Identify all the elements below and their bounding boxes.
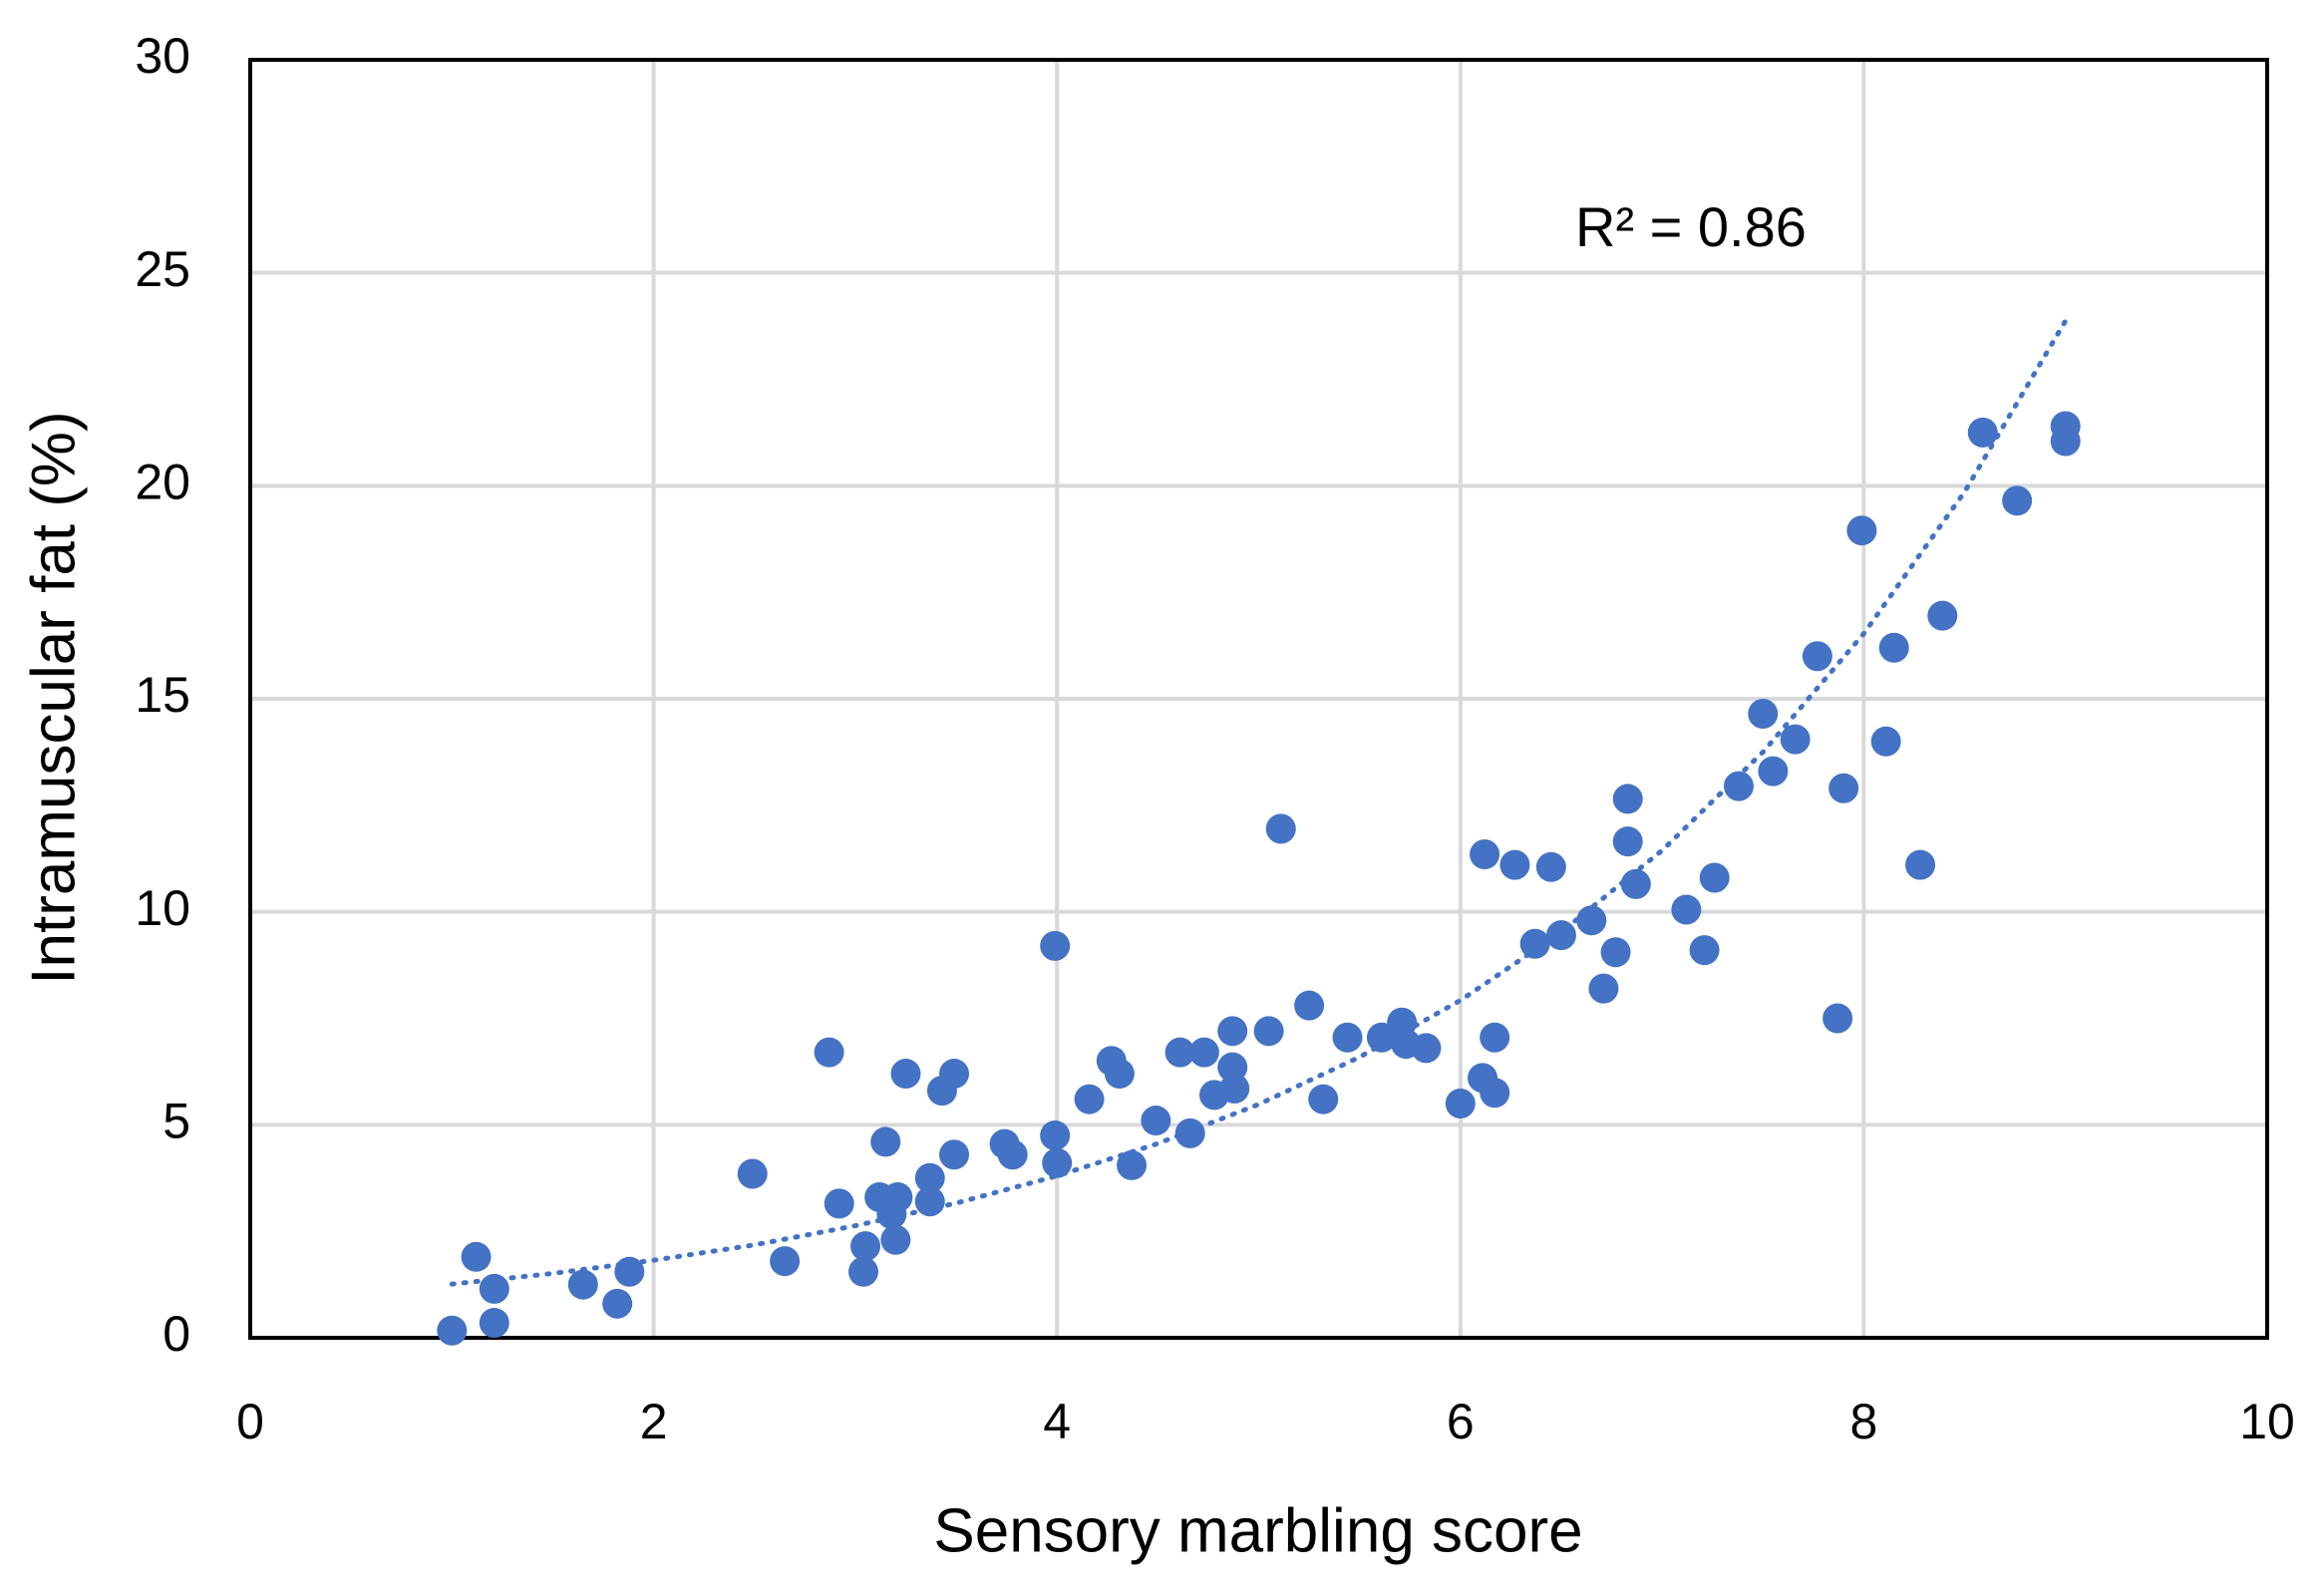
scatter-point bbox=[850, 1231, 881, 1262]
scatter-point bbox=[1074, 1084, 1105, 1114]
scatter-point bbox=[479, 1308, 509, 1339]
scatter-point bbox=[770, 1246, 801, 1277]
scatter-point bbox=[1253, 1016, 1284, 1047]
scatter-point bbox=[1927, 600, 1958, 631]
scatter-point bbox=[1445, 1088, 1476, 1118]
scatter-point bbox=[1689, 935, 1720, 966]
scatter-point bbox=[1188, 1037, 1219, 1068]
scatter-point bbox=[1612, 826, 1643, 857]
scatter-point bbox=[870, 1126, 901, 1157]
scatter-point bbox=[737, 1158, 768, 1189]
scatter-point bbox=[824, 1188, 854, 1219]
plot-border bbox=[248, 58, 2269, 1340]
scatter-point bbox=[1723, 771, 1754, 801]
scatter-point bbox=[1878, 632, 1909, 663]
scatter-point bbox=[1545, 920, 1576, 951]
scatter-point bbox=[1846, 515, 1877, 546]
scatter-point bbox=[914, 1162, 945, 1193]
scatter-point bbox=[880, 1224, 911, 1255]
scatter-point bbox=[847, 1256, 878, 1287]
scatter-point bbox=[614, 1256, 645, 1287]
x-tick-label: 8 bbox=[1849, 1394, 1877, 1449]
scatter-point bbox=[1576, 905, 1607, 936]
scatter-point bbox=[1040, 930, 1071, 961]
scatter-point bbox=[1174, 1117, 1205, 1148]
scatter-point bbox=[567, 1269, 598, 1300]
x-tick-label: 2 bbox=[640, 1394, 668, 1449]
scatter-point bbox=[1217, 1016, 1248, 1047]
scatter-point bbox=[1620, 868, 1651, 899]
trendline bbox=[449, 318, 2069, 1287]
scatter-point bbox=[1823, 1003, 1853, 1034]
scatter-point bbox=[1480, 1078, 1510, 1109]
scatter-point bbox=[939, 1139, 970, 1170]
y-axis-title: Intramuscular fat (%) bbox=[19, 411, 88, 984]
x-tick-label: 6 bbox=[1447, 1394, 1475, 1449]
scatter-point bbox=[479, 1273, 509, 1304]
scatter-point bbox=[2002, 485, 2033, 516]
scatter-point bbox=[1780, 724, 1811, 755]
scatter-point bbox=[1828, 773, 1859, 803]
scatter-point bbox=[1967, 417, 1998, 448]
scatter-point bbox=[1411, 1033, 1442, 1064]
y-tick-label: 20 bbox=[135, 455, 190, 510]
scatter-point bbox=[1905, 849, 1936, 880]
scatter-point bbox=[1332, 1022, 1363, 1053]
scatter-point bbox=[1104, 1059, 1135, 1090]
r-squared-annotation: R² = 0.86 bbox=[1575, 195, 1807, 258]
x-tick-label: 0 bbox=[236, 1394, 264, 1449]
x-tick-label: 10 bbox=[2239, 1394, 2295, 1449]
scatter-point bbox=[1040, 1120, 1071, 1151]
scatter-point bbox=[1671, 894, 1702, 925]
scatter-point bbox=[1117, 1149, 1148, 1180]
scatter-point bbox=[1600, 937, 1631, 968]
y-tick-label: 0 bbox=[163, 1306, 190, 1362]
scatter-point bbox=[914, 1186, 945, 1217]
scatter-point bbox=[1588, 973, 1619, 1004]
scatter-point bbox=[461, 1241, 492, 1272]
scatter-point bbox=[1870, 726, 1901, 757]
y-tick-label: 30 bbox=[135, 28, 190, 84]
scatter-point bbox=[882, 1181, 913, 1212]
scatter-point bbox=[1802, 641, 1832, 672]
x-axis-title: Sensory marbling score bbox=[933, 1496, 1582, 1565]
scatter-point bbox=[1699, 862, 1730, 893]
scatter-point bbox=[1164, 1037, 1195, 1068]
y-tick-label: 10 bbox=[135, 880, 190, 936]
scatter-point bbox=[1265, 813, 1296, 844]
scatter-point bbox=[1042, 1147, 1073, 1178]
scatter-point bbox=[437, 1315, 468, 1346]
y-tick-label: 25 bbox=[135, 241, 190, 297]
scatter-point bbox=[1480, 1022, 1510, 1053]
scatter-point bbox=[1519, 928, 1550, 959]
scatter-point bbox=[1499, 849, 1530, 880]
scatter-point bbox=[1535, 851, 1566, 882]
scatter-point bbox=[2050, 426, 2081, 457]
scatter-point bbox=[1294, 990, 1325, 1021]
scatter-point bbox=[1612, 784, 1643, 814]
scatter-point bbox=[1758, 756, 1789, 787]
scatter-point bbox=[1748, 698, 1779, 729]
y-tick-label: 5 bbox=[163, 1094, 190, 1149]
scatter-point bbox=[997, 1139, 1028, 1170]
scatter-point bbox=[814, 1037, 844, 1068]
scatter-point bbox=[1308, 1084, 1339, 1114]
scatter-point bbox=[890, 1059, 921, 1090]
x-tick-label: 4 bbox=[1043, 1394, 1071, 1449]
scatter-point bbox=[1219, 1074, 1250, 1105]
scatter-point bbox=[939, 1059, 970, 1090]
y-tick-label: 15 bbox=[135, 667, 190, 723]
scatter-point bbox=[602, 1288, 633, 1319]
scatter-point bbox=[1141, 1106, 1171, 1136]
scatter-point bbox=[1470, 838, 1500, 869]
